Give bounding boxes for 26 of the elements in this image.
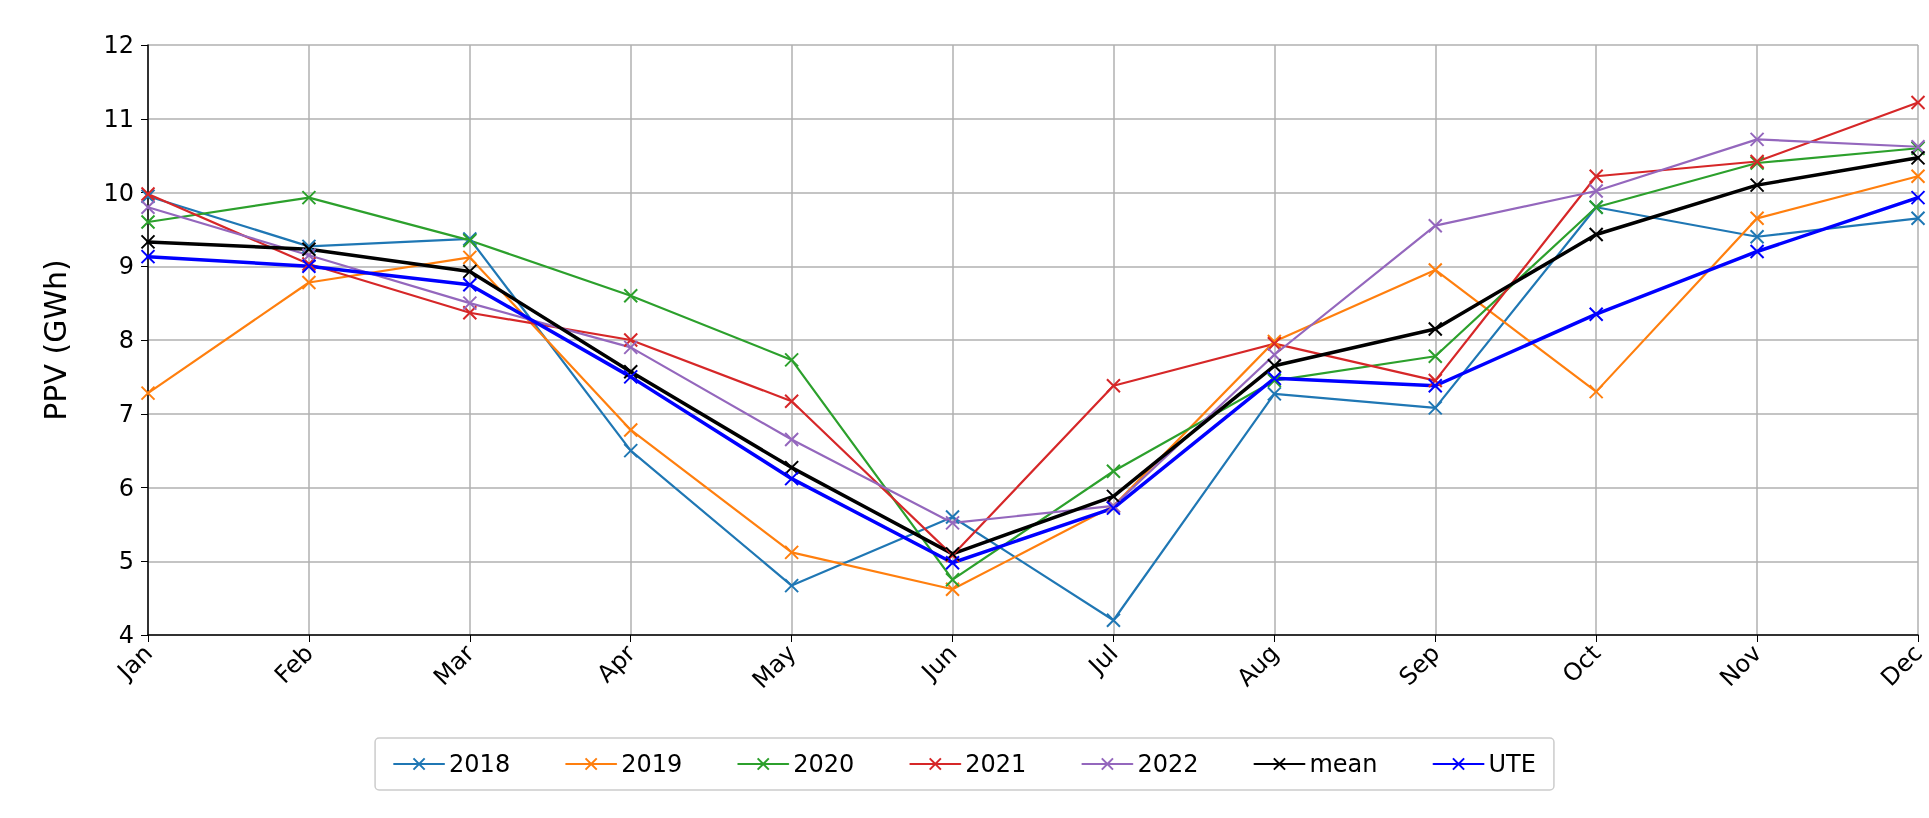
legend-label: 2018 xyxy=(449,750,511,778)
x-tick-label: Sep xyxy=(1393,639,1446,691)
y-tick-label: 5 xyxy=(118,547,134,576)
y-tick-label: 6 xyxy=(118,473,134,502)
x-tick-label: Jul xyxy=(1081,639,1124,681)
x-tick-label: Apr xyxy=(591,639,641,689)
y-tick-label: 10 xyxy=(103,178,134,207)
legend-label: 2021 xyxy=(965,750,1027,778)
x-tick-label: Nov xyxy=(1714,639,1767,692)
x-tick-label: Mar xyxy=(427,639,480,691)
legend-label: 2022 xyxy=(1137,750,1199,778)
y-tick-label: 9 xyxy=(118,252,134,281)
y-tick-label: 12 xyxy=(103,31,134,59)
x-tick-label: Jun xyxy=(914,639,963,687)
y-tick-label: 7 xyxy=(118,399,134,428)
legend-label: 2020 xyxy=(793,750,855,778)
x-tick-label: Oct xyxy=(1556,639,1607,689)
y-tick-label: 4 xyxy=(118,621,134,649)
y-tick-label: 11 xyxy=(103,104,134,133)
legend-label: mean xyxy=(1309,750,1378,778)
y-axis-title: PPV (GWh) xyxy=(37,259,73,421)
legend-label: UTE xyxy=(1488,750,1536,778)
x-tick-label: Feb xyxy=(268,639,319,689)
legend-label: 2019 xyxy=(621,750,683,778)
x-tick-label: Dec xyxy=(1875,639,1928,692)
y-tick-label: 8 xyxy=(118,326,134,354)
